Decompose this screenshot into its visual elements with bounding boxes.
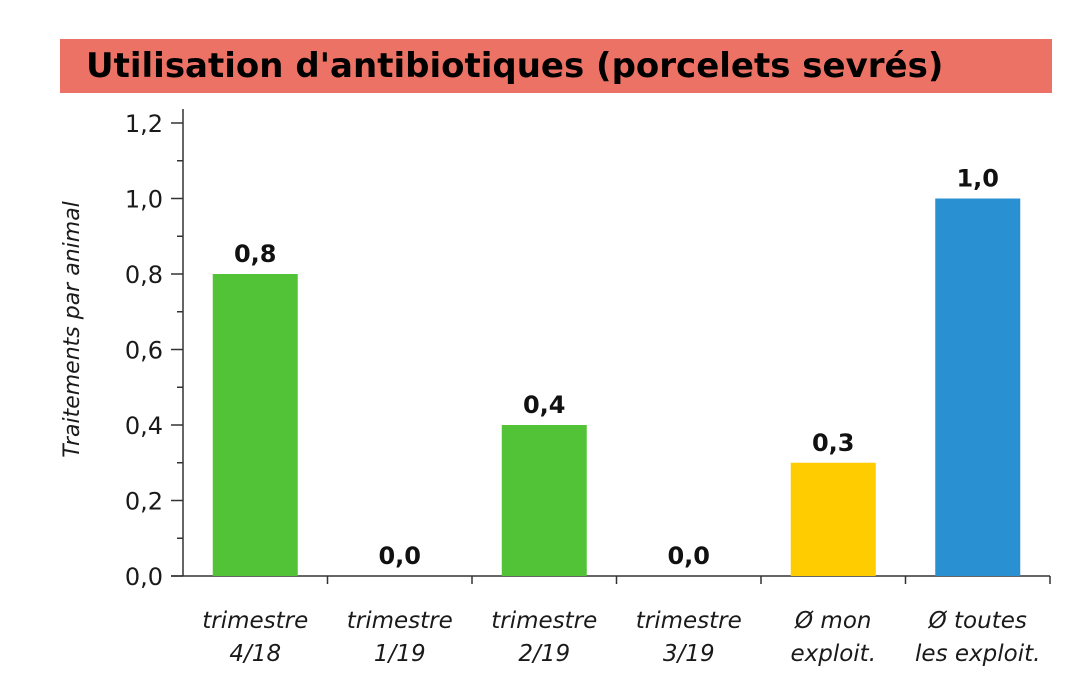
y-tick-label: 1,0 bbox=[125, 186, 163, 214]
bar bbox=[501, 425, 587, 576]
x-category-label: Ø mon bbox=[794, 608, 871, 634]
x-category-label: Ø toutes bbox=[928, 608, 1027, 634]
y-axis-title: Traitements par animal bbox=[60, 201, 85, 458]
x-category-label: exploit. bbox=[790, 641, 876, 667]
x-category-label: 3/19 bbox=[663, 641, 715, 667]
chart-title-bar: Utilisation d'antibiotiques (porcelets s… bbox=[60, 39, 1052, 93]
x-category-label: trimestre bbox=[636, 608, 742, 634]
bar-value-label: 1,0 bbox=[956, 165, 999, 193]
x-category-label: trimestre bbox=[347, 608, 453, 634]
bar-value-label: 0,0 bbox=[667, 542, 710, 570]
x-category-label: 2/19 bbox=[518, 641, 570, 667]
chart-labels: 0,8 trimestre 4/18 0,0 trimestre 1/19 0,4 trime… bbox=[202, 165, 1040, 668]
y-tick-label: 0,2 bbox=[125, 488, 163, 516]
bar-value-label: 0,4 bbox=[523, 391, 566, 419]
y-tick-label: 0,0 bbox=[125, 563, 163, 591]
x-category-label: 4/18 bbox=[229, 641, 281, 667]
x-category-label: trimestre bbox=[491, 608, 597, 634]
bar-value-label: 0,8 bbox=[234, 240, 277, 268]
y-tick-label: 0,8 bbox=[125, 261, 163, 289]
bar-value-label: 0,0 bbox=[378, 542, 421, 570]
bar bbox=[935, 198, 1021, 576]
chart-bars bbox=[212, 198, 1021, 576]
bar bbox=[212, 274, 298, 576]
x-category-label: les exploit. bbox=[915, 641, 1040, 667]
bar bbox=[790, 462, 876, 576]
y-tick-label: 1,2 bbox=[125, 110, 163, 138]
chart-axes: 0,0 0,2 0,4 0,6 0,8 1,0 1,2 bbox=[125, 109, 1051, 591]
x-category-label: 1/19 bbox=[374, 641, 426, 667]
x-category-label: trimestre bbox=[202, 608, 308, 634]
y-tick-label: 0,4 bbox=[125, 412, 163, 440]
y-tick-label: 0,6 bbox=[125, 337, 163, 365]
chart-title: Utilisation d'antibiotiques (porcelets s… bbox=[86, 46, 944, 86]
bar-value-label: 0,3 bbox=[812, 429, 855, 457]
